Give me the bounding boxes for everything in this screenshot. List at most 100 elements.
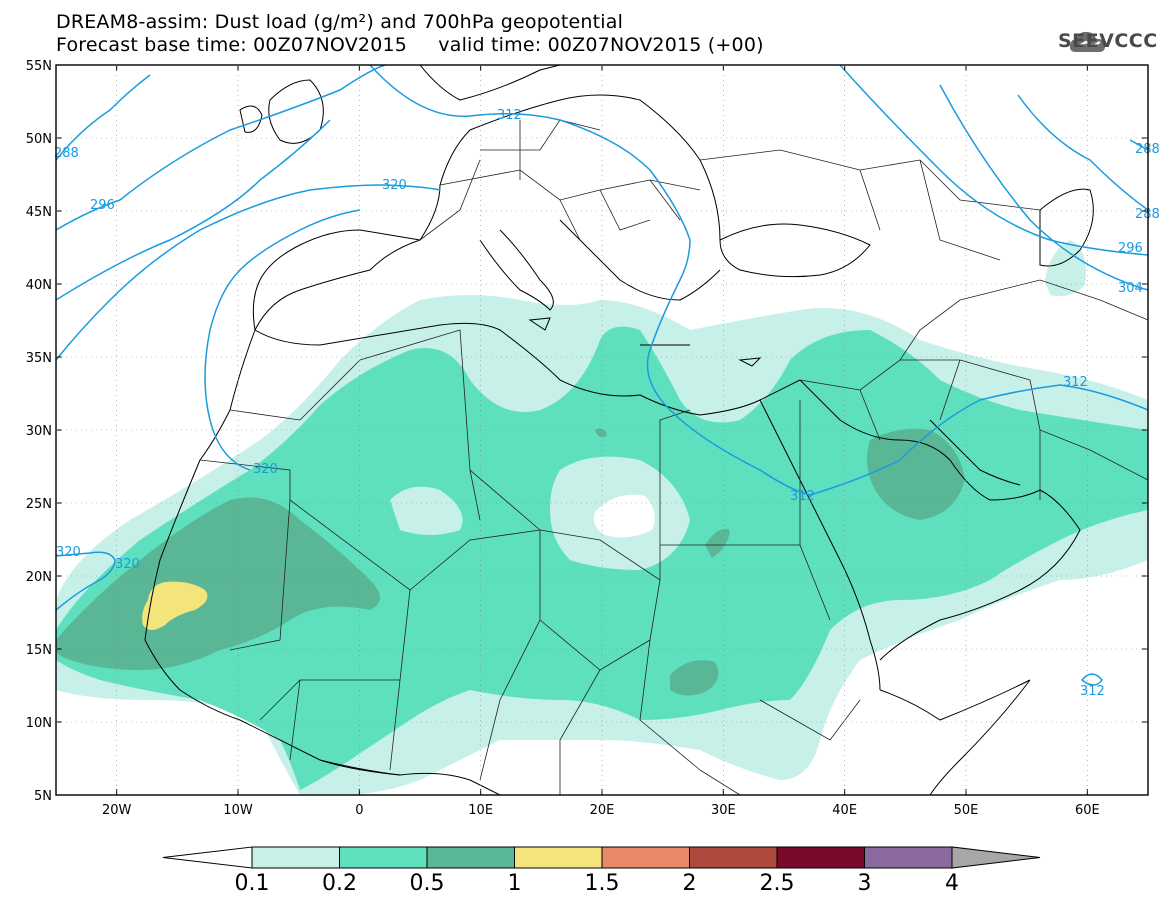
coast-horn [879,679,1031,795]
coast-black-sea [719,223,871,278]
dust-band-light-caspian [1045,240,1086,297]
colorbar-label: 4 [945,871,959,896]
contour-320-west [204,209,361,471]
country-borders [199,119,1148,795]
coast-persian-gulf [929,419,1021,486]
contour-304-east [939,84,1148,291]
dust-band-high [142,581,208,630]
y-tick-label: 15N [26,643,52,658]
dust-band-dark-libya [595,428,607,438]
coast-ireland [239,105,263,133]
contour-label: 320 [115,557,140,572]
colorbar-segment [426,846,515,869]
x-tick-label: 60E [1075,803,1100,818]
colorbar-segment [776,846,865,869]
y-tick-label: 30N [26,424,52,439]
contour-288-west [56,74,151,161]
x-tick-label: 20W [102,803,132,818]
coastlines [144,65,1094,795]
y-tick-label: 45N [26,205,52,220]
coast-arabia [799,379,1081,661]
x-tick-label: 0 [355,803,363,818]
contour-label: 312 [1080,684,1105,699]
colorbar-label: 0.2 [322,871,357,896]
x-tick-label: 30E [711,803,736,818]
x-tick-label: 40E [832,803,857,818]
coast-iberia [252,229,421,331]
coast-balkans [559,219,721,301]
x-tick-label: 20E [590,803,615,818]
colorbar-label: 1.5 [585,871,620,896]
x-tick-label: 10E [468,803,493,818]
colorbar-right-arrow [951,846,1041,869]
coast-gulf-guinea [319,759,501,795]
contour-label: 288 [54,146,79,161]
colorbar-label: 0.5 [410,871,445,896]
x-tick-label: 10W [223,803,253,818]
colorbar-label: 1 [508,871,522,896]
cloud-icon [1069,31,1106,52]
dust-band-dark-west [56,497,380,670]
seevccc-logo-text: SEEVCCC [1058,30,1158,52]
y-tick-label: 5N [34,789,52,804]
contour-296-east [839,65,1148,256]
y-tick-label: 25N [26,497,52,512]
geopotential-contours [56,65,1148,686]
contour-label: 312 [497,108,522,123]
contour-288-east-top [1129,139,1148,151]
contour-320-west-low [56,551,116,611]
coast-sicily [528,317,551,331]
colorbar-segment [689,846,778,869]
dust-band-dark-egypt [705,529,730,558]
contour-312-small [1080,673,1103,686]
contour-label: 320 [382,178,407,193]
colorbar-segment [514,846,603,869]
coast-europe [254,94,721,331]
coast-africa-north [254,322,801,416]
contour-288-east [1017,94,1148,211]
coast-caspian [1039,188,1094,267]
y-tick-label: 55N [26,59,52,74]
x-tick-label: 50E [954,803,979,818]
colorbar-left-arrow [162,846,253,869]
coast-scandinavia [419,65,561,101]
dust-band-dark-sudan [670,660,719,696]
colorbar-segment [339,846,428,869]
colorbar-segment [601,846,690,869]
coast-africa-west [144,329,401,776]
border-lines-europe [419,119,1041,261]
grid-lines [56,65,1148,795]
contour-304 [56,119,331,301]
contour-label: 320 [253,462,278,477]
map-title-line1: DREAM8-assim: Dust load (g/m²) and 700hP… [56,11,624,33]
svg-text:320: 320 [56,545,81,560]
colorbar-label: 2.5 [760,871,795,896]
y-tick-label: 35N [26,351,52,366]
map-title-line2: Forecast base time: 00Z07NOV2015 valid t… [56,34,764,56]
contour-label: 312 [790,489,815,504]
colorbar-segment [251,846,340,869]
coast-red-sea [759,399,881,691]
coast-cyprus [738,357,762,367]
coast-italy [479,229,554,311]
border-lines-mideast [799,279,1148,500]
colorbar-segment [864,846,953,869]
contour-label: 296 [90,198,115,213]
contour-label: 304 [1118,281,1143,296]
colorbar-label: 0.1 [235,871,270,896]
colorbar-label: 3 [858,871,872,896]
border-lines-africa [199,329,861,795]
colorbar-label: 2 [683,871,697,896]
contour-label: 296 [1118,241,1143,256]
contour-320-north [56,184,441,361]
contour-312-north [369,65,1148,496]
contour-label: 312 [1063,375,1088,390]
contour-296-west [56,65,386,231]
colorbar: 0.1 0.2 0.5 1 1.5 2 2.5 3 4 [162,846,1041,896]
y-tick-label: 10N [26,716,52,731]
y-tick-label: 40N [26,278,52,293]
y-tick-label: 20N [26,570,52,585]
dust-hole-algeria [390,486,463,535]
y-tick-label: 50N [26,132,52,147]
